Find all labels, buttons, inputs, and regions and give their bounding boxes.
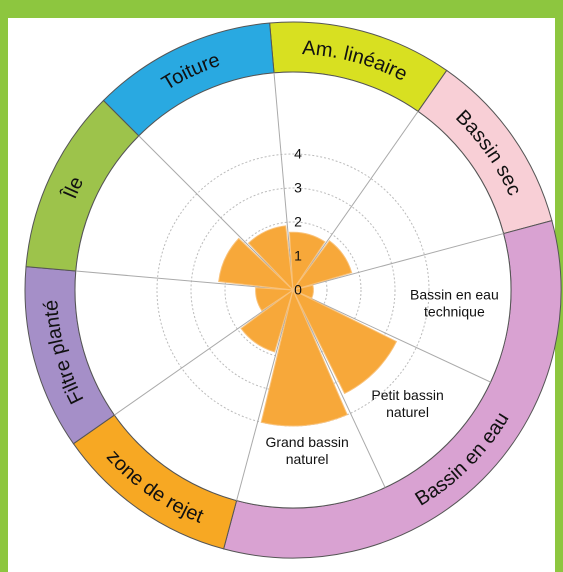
r-tick-label: 0 (294, 282, 302, 298)
bar (291, 284, 314, 299)
spoke (236, 289, 294, 501)
bar (288, 231, 326, 292)
bar (260, 288, 348, 427)
spoke (292, 233, 504, 291)
grid-circle (190, 187, 396, 393)
bar (255, 287, 295, 312)
spoke (114, 289, 294, 416)
bar (291, 288, 398, 395)
spoke (292, 111, 419, 291)
bar (291, 240, 353, 291)
r-tick-label: 3 (294, 180, 302, 196)
bar (247, 225, 294, 292)
spoke (273, 72, 294, 291)
r-tick-label: 4 (294, 146, 302, 162)
category-label: Bassin en eau technique (410, 286, 499, 319)
spoke (138, 135, 294, 291)
frame-top (0, 0, 563, 18)
spoke (292, 289, 386, 488)
r-tick-label: 1 (294, 248, 302, 264)
bar (240, 288, 294, 353)
category-label: Petit bassin naturel (371, 387, 443, 420)
frame-left (0, 0, 8, 572)
spoke (292, 289, 491, 383)
spoke (75, 270, 294, 291)
category-label: Grand bassin naturel (265, 434, 348, 467)
grid-circle (224, 221, 362, 359)
bar (218, 237, 295, 291)
r-tick-label: 2 (294, 214, 302, 230)
